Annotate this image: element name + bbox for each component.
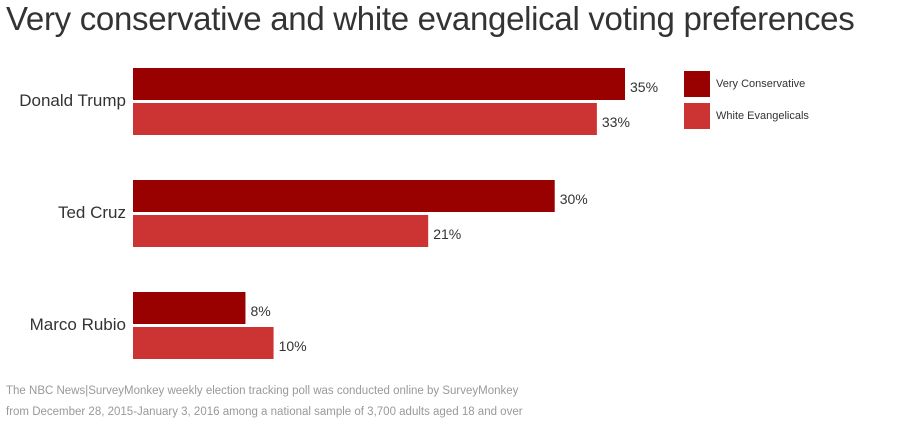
legend-item-white-evangelicals: White Evangelicals [684, 100, 809, 131]
data-label: 35% [630, 79, 658, 95]
chart-title: Very conservative and white evangelical … [6, 0, 855, 37]
data-label: 8% [250, 303, 270, 319]
data-label: 30% [560, 191, 588, 207]
category-label: Marco Rubio [30, 315, 126, 334]
bar-white-evangelicals [133, 215, 429, 247]
category-label: Donald Trump [19, 91, 126, 110]
footnote: The NBC News|SurveyMonkey weekly electio… [6, 381, 523, 423]
bar-very-conservative [133, 68, 625, 100]
bar-white-evangelicals [133, 327, 274, 359]
category-label: Ted Cruz [58, 203, 126, 222]
legend-item-very-conservative: Very Conservative [684, 68, 809, 99]
legend: Very Conservative White Evangelicals [684, 68, 809, 132]
footnote-line-2: from December 28, 2015-January 3, 2016 a… [6, 406, 523, 418]
legend-label: Very Conservative [716, 77, 806, 90]
bar-very-conservative [133, 292, 246, 324]
legend-label: White Evangelicals [716, 109, 809, 122]
legend-swatch-white-evangelicals [684, 102, 710, 129]
legend-swatch-very-conservative [684, 70, 710, 97]
data-label: 21% [433, 226, 461, 242]
bar-white-evangelicals [133, 103, 597, 135]
data-label: 33% [602, 114, 630, 130]
bar-very-conservative [133, 180, 555, 212]
data-label: 10% [279, 338, 307, 354]
footnote-line-1: The NBC News|SurveyMonkey weekly electio… [6, 385, 519, 397]
